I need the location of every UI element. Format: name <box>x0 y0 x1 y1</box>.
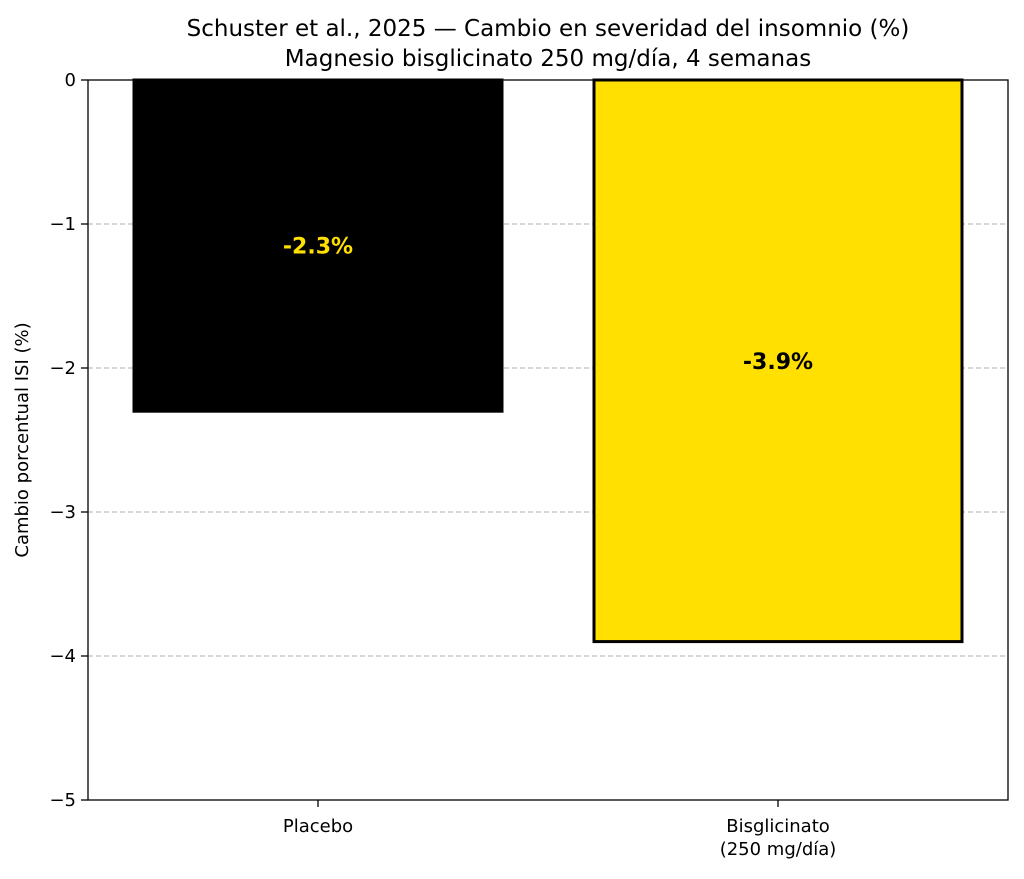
chart-title: Schuster et al., 2025 — Cambio en severi… <box>187 16 910 42</box>
bar-data-label: -2.3% <box>283 235 353 260</box>
axes-layer: 0 −1 −2 −3 −4 −5 Placebo Bisglicinato(250 mg/dí… <box>49 70 1009 860</box>
y-tick-label: −4 <box>49 646 76 667</box>
bars-layer <box>132 78 964 644</box>
y-tick-label: −1 <box>49 214 76 235</box>
x-tick-label: Placebo <box>283 816 353 837</box>
y-tick-label: −3 <box>49 502 76 523</box>
chart-subtitle: Magnesio bisglicinato 250 mg/día, 4 sema… <box>285 46 811 72</box>
bar <box>132 78 504 413</box>
bar-data-label: -3.9% <box>743 350 813 375</box>
y-tick-label: −2 <box>49 358 76 379</box>
y-axis-label: Cambio porcentual ISI (%) <box>12 322 33 557</box>
bar <box>592 78 964 644</box>
plot-frame <box>87 79 1009 801</box>
data-labels-layer: -2.3% -3.9% <box>283 235 813 375</box>
x-tick-label: Bisglicinato <box>726 816 830 837</box>
y-tick-label: −5 <box>49 790 76 811</box>
y-tick-label: 0 <box>65 70 76 91</box>
x-tick-label: (250 mg/día) <box>720 839 837 860</box>
